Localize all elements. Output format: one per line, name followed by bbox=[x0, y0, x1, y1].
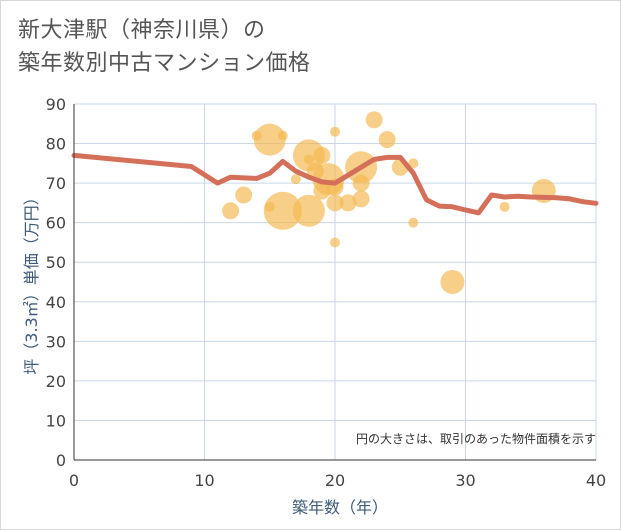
y-tick-label: 10 bbox=[46, 411, 66, 430]
grid-horizontal bbox=[74, 103, 596, 421]
bubble-point bbox=[330, 126, 340, 137]
chart-title-line2: 築年数別中古マンション価格 bbox=[18, 51, 311, 76]
grid-vertical bbox=[204, 104, 597, 460]
y-axis-title: 坪（3.3㎡）単価（万円） bbox=[22, 189, 41, 374]
bubble-point bbox=[235, 186, 253, 204]
trend-line-group bbox=[71, 152, 599, 216]
x-tick-label: 10 bbox=[194, 471, 214, 490]
bubble-point bbox=[378, 131, 396, 149]
bubble-point bbox=[408, 158, 419, 169]
bubble-size-note: 円の大きさは、取引のあった物件面積を示す bbox=[356, 431, 596, 446]
y-tick-label: 80 bbox=[46, 135, 66, 154]
bubble-point bbox=[313, 146, 331, 164]
x-tick-label: 30 bbox=[455, 471, 475, 490]
x-tick-label: 20 bbox=[325, 471, 345, 490]
y-tick-label: 50 bbox=[46, 253, 66, 272]
bubble-point bbox=[277, 130, 288, 141]
bubble-point bbox=[290, 174, 301, 185]
bubble-point bbox=[330, 237, 340, 248]
y-tick-label: 70 bbox=[46, 174, 66, 193]
bubble-point bbox=[222, 202, 240, 220]
y-tick-label: 20 bbox=[46, 372, 66, 391]
bubble-point bbox=[499, 201, 510, 212]
bubble-point bbox=[352, 174, 370, 192]
chart-title-line1: 新大津駅（神奈川県）の bbox=[18, 18, 266, 43]
x-tick-label: 0 bbox=[69, 471, 79, 490]
trend-line bbox=[71, 152, 599, 216]
bubble-point bbox=[326, 194, 344, 212]
bubble-point bbox=[292, 194, 325, 227]
bubble-point bbox=[253, 123, 286, 156]
bubble-point bbox=[408, 217, 419, 228]
bubbles bbox=[222, 111, 556, 294]
y-tick-label: 40 bbox=[46, 293, 66, 312]
bubble-point bbox=[352, 190, 370, 208]
chart-title: 新大津駅（神奈川県）の 築年数別中古マンション価格 bbox=[18, 14, 311, 80]
grid bbox=[74, 103, 597, 460]
x-tick-labels: 0 10 20 30 40 bbox=[69, 471, 606, 490]
y-tick-label: 0 bbox=[56, 451, 66, 470]
x-axis-title: 築年数（年） bbox=[292, 498, 388, 517]
y-tick-label: 60 bbox=[46, 214, 66, 233]
y-tick-label: 30 bbox=[46, 332, 66, 351]
bubble-point bbox=[440, 270, 465, 294]
bubble-point bbox=[339, 194, 357, 212]
y-tick-label: 90 bbox=[46, 95, 66, 114]
bubble-point bbox=[365, 111, 383, 129]
y-tick-labels: 0 10 20 30 40 50 60 70 80 90 bbox=[46, 95, 66, 470]
bubble-point bbox=[263, 191, 302, 230]
x-tick-label: 40 bbox=[586, 471, 606, 490]
